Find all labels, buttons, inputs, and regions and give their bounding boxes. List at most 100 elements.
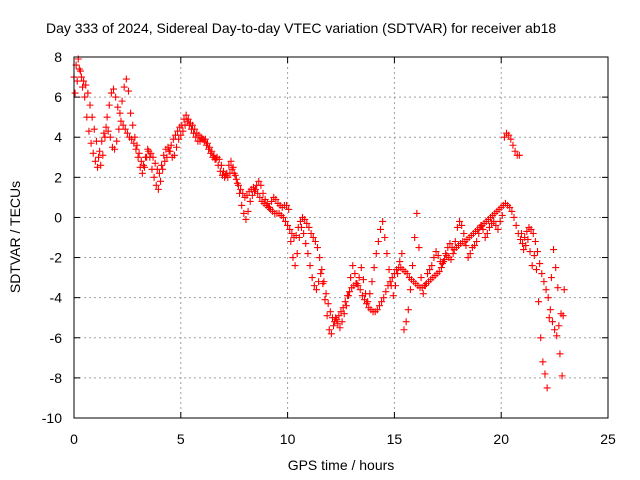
data-point — [394, 270, 402, 278]
data-point — [265, 203, 273, 211]
data-point — [316, 254, 324, 262]
data-point — [377, 225, 385, 233]
data-point — [342, 302, 350, 310]
data-point — [102, 123, 110, 131]
data-point — [541, 370, 549, 378]
data-point — [86, 101, 94, 109]
data-point — [237, 185, 245, 193]
data-point — [453, 223, 461, 231]
data-point — [413, 209, 421, 217]
data-point — [201, 135, 209, 143]
data-point — [309, 234, 317, 241]
data-point — [114, 103, 122, 111]
data-point — [532, 266, 540, 274]
data-point — [356, 286, 364, 294]
data-point — [171, 131, 179, 139]
data-point — [323, 312, 331, 320]
data-point — [456, 217, 464, 225]
data-point — [548, 318, 556, 326]
data-point — [204, 139, 211, 147]
data-point — [404, 306, 412, 314]
data-point — [428, 262, 436, 270]
data-point — [150, 173, 158, 181]
data-point — [147, 149, 155, 157]
data-point — [543, 384, 551, 392]
data-point — [310, 282, 318, 290]
data-point — [379, 217, 387, 225]
y-tick-label: -10 — [42, 410, 62, 426]
data-point — [430, 254, 438, 262]
data-point — [530, 252, 538, 260]
data-point — [84, 89, 92, 97]
data-point — [318, 266, 326, 274]
data-point — [492, 221, 500, 229]
data-point — [210, 151, 218, 159]
data-point — [312, 286, 320, 294]
data-point — [500, 133, 508, 141]
data-point — [107, 89, 115, 97]
x-tick-label: 5 — [177, 431, 185, 447]
data-point — [498, 211, 506, 219]
data-point — [402, 318, 410, 326]
data-point — [159, 165, 167, 173]
x-axis-label: GPS time / hours — [288, 457, 395, 473]
data-point — [91, 157, 99, 165]
data-point — [546, 306, 554, 314]
data-point — [403, 270, 411, 278]
data-point — [372, 250, 380, 258]
data-point — [99, 151, 107, 159]
y-tick-label: -8 — [50, 370, 63, 386]
y-tick-label: 0 — [54, 209, 62, 225]
data-point — [123, 129, 131, 137]
data-point — [97, 161, 105, 169]
data-point — [283, 201, 291, 209]
data-point — [315, 278, 323, 286]
data-point — [398, 250, 406, 258]
x-tick-label: 15 — [387, 431, 403, 447]
data-point — [285, 205, 293, 213]
data-point — [263, 199, 271, 207]
data-point — [115, 125, 123, 133]
data-point — [552, 264, 560, 272]
data-point — [255, 177, 263, 185]
data-point — [144, 145, 152, 153]
data-point — [165, 147, 173, 155]
data-point — [82, 81, 90, 89]
data-point — [89, 149, 97, 157]
data-point — [233, 179, 241, 187]
data-point — [138, 169, 146, 177]
data-point — [191, 125, 199, 133]
data-point — [104, 127, 112, 135]
data-point — [481, 234, 489, 241]
data-point — [524, 236, 532, 244]
data-point — [559, 312, 567, 320]
data-point — [121, 125, 129, 133]
data-point — [508, 207, 516, 215]
data-point — [325, 326, 333, 334]
data-point — [227, 157, 235, 165]
data-point — [105, 101, 113, 109]
data-point — [368, 278, 376, 286]
data-point — [148, 165, 156, 173]
data-point — [92, 137, 100, 145]
data-point — [483, 229, 491, 237]
data-point — [382, 288, 390, 296]
data-point — [560, 286, 568, 294]
x-tick-label: 20 — [493, 431, 509, 447]
data-point — [77, 73, 85, 81]
data-point — [545, 314, 553, 322]
data-point — [279, 213, 287, 221]
data-point — [523, 227, 531, 235]
data-point — [336, 324, 344, 332]
data-point — [256, 193, 264, 201]
data-point — [344, 292, 352, 300]
data-point — [526, 248, 534, 256]
data-point — [291, 262, 299, 270]
data-point — [441, 256, 449, 264]
data-point — [300, 229, 308, 237]
data-point — [539, 358, 547, 366]
data-point — [544, 294, 552, 302]
data-point — [551, 326, 559, 334]
data-point — [95, 153, 103, 161]
data-point — [322, 290, 330, 298]
